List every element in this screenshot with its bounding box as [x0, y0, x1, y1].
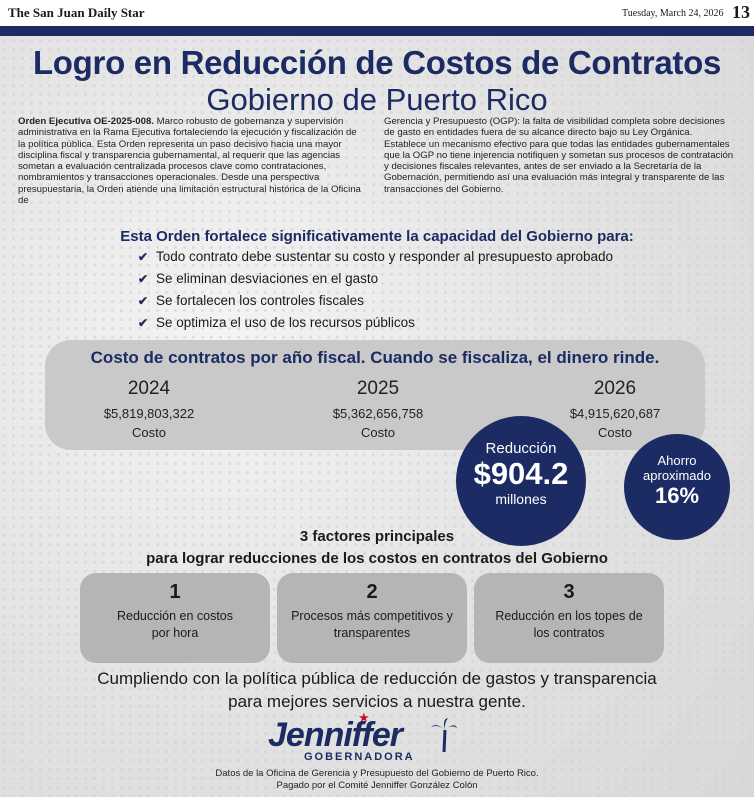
savings-value: 16%: [654, 483, 700, 508]
list-item-text: Se fortalecen los controles fiscales: [156, 293, 364, 308]
newspaper-name: The San Juan Daily Star: [8, 5, 145, 20]
check-icon: ✔: [138, 250, 149, 264]
factor-text: Reducción en los topes de los contratos: [495, 609, 643, 640]
list-item: ✔ Se fortalecen los controles fiscales: [138, 290, 613, 312]
factor-card-3: 3 Reducción en los topes de los contrato…: [474, 573, 664, 663]
year-2024-block: 2024 $5,819,803,322 Costo: [49, 378, 249, 440]
logo-name: Jenniffer: [268, 716, 403, 754]
campaign-logo: ★ Jenniffer GOBERNADORA: [268, 710, 468, 768]
check-icon: ✔: [138, 272, 149, 286]
footer-source: Datos de la Oficina de Gerencia y Presup…: [215, 768, 539, 779]
factor-number: 1: [169, 581, 181, 603]
check-icon: ✔: [138, 316, 149, 330]
capacity-heading: Esta Orden fortalece significativamente …: [120, 228, 634, 245]
savings-line1: Ahorro: [657, 453, 697, 468]
year-label: 2024: [127, 378, 171, 399]
list-item-text: Todo contrato debe sustentar su costo y …: [156, 249, 614, 264]
body-left-text: Marco robusto de gobernanza y supervisió…: [18, 116, 361, 207]
star-icon: ★: [358, 710, 370, 725]
list-item: ✔ Todo contrato debe sustentar su costo y…: [138, 246, 613, 268]
newspaper-masthead: The San Juan Daily Star Tuesday, March 2…: [0, 0, 754, 26]
year-amount: $5,362,656,758: [332, 406, 424, 421]
list-item: ✔ Se optimiza el uso de los recursos públ…: [138, 312, 613, 334]
reduction-unit: millones: [495, 491, 547, 507]
factor-number: 3: [563, 581, 575, 603]
palm-tree-icon: [431, 718, 457, 752]
advertisement: Logro en Reducción de Costos de Contrato…: [0, 36, 754, 797]
issue-date: Tuesday, March 24, 2026: [622, 8, 724, 19]
reduction-badge: Reducción $904.2 millones: [456, 416, 586, 546]
check-icon: ✔: [138, 294, 149, 308]
year-label: 2026: [593, 378, 637, 399]
list-item-text: Se optimiza el uso de los recursos públi…: [156, 315, 415, 330]
capacity-list: ✔ Todo contrato debe sustentar su costo y…: [138, 246, 613, 334]
closing-line-2: para mejores servicios a nuestra gente.: [228, 692, 526, 711]
year-cost-label: Costo: [598, 425, 632, 440]
factor-text: Reducción en costos por hora: [116, 609, 234, 640]
factor-text: Procesos más competitivos y transparente…: [291, 609, 453, 640]
year-2026-block: 2026 $4,915,620,687 Costo: [515, 378, 715, 440]
list-item: ✔ Se eliminan desviaciones en el gasto: [138, 268, 613, 290]
footer-credits: Datos de la Oficina de Gerencia y Presup…: [0, 768, 754, 792]
year-label: 2025: [356, 378, 400, 399]
savings-line2: aproximado: [643, 468, 711, 483]
factor-card-2: 2 Procesos más competitivos y transparen…: [277, 573, 467, 663]
year-amount: $5,819,803,322: [103, 406, 195, 421]
cost-panel: Costo de contratos por año fiscal. Cuand…: [45, 340, 705, 450]
order-reference: Orden Ejecutiva OE-2025-008.: [18, 116, 154, 127]
year-amount: $4,915,620,687: [569, 406, 661, 421]
body-left-column: Orden Ejecutiva OE-2025-008. Marco robus…: [18, 116, 366, 206]
year-cost-label: Costo: [361, 425, 395, 440]
ad-subtitle: Gobierno de Puerto Rico: [206, 82, 548, 117]
body-right-column: Gerencia y Presupuesto (OGP): la falta d…: [384, 116, 736, 195]
ad-title: Logro en Reducción de Costos de Contrato…: [32, 44, 722, 81]
top-divider-bar: [0, 26, 754, 36]
factors-subheading: para lograr reducciones de los costos en…: [146, 550, 608, 567]
closing-statement: Cumpliendo con la política pública de re…: [0, 667, 754, 713]
year-cost-label: Costo: [132, 425, 166, 440]
year-2025-block: 2025 $5,362,656,758 Costo: [278, 378, 478, 440]
factor-number: 2: [366, 581, 378, 603]
reduction-label: Reducción: [485, 440, 557, 457]
closing-line-1: Cumpliendo con la política pública de re…: [97, 669, 657, 688]
footer-paid-by: Pagado por el Comité Jenniffer González …: [276, 780, 478, 791]
cost-heading: Costo de contratos por año fiscal. Cuand…: [90, 348, 660, 367]
page-number: 13: [732, 2, 750, 22]
factors-heading: 3 factores principales: [299, 528, 455, 545]
body-right-text: Gerencia y Presupuesto (OGP): la falta d…: [384, 116, 734, 195]
list-item-text: Se eliminan desviaciones en el gasto: [156, 271, 379, 286]
reduction-value: $904.2: [473, 456, 569, 491]
factor-card-1: 1 Reducción en costos por hora: [80, 573, 270, 663]
savings-badge: Ahorro aproximado 16%: [624, 434, 730, 540]
logo-title: GOBERNADORA: [304, 751, 415, 763]
